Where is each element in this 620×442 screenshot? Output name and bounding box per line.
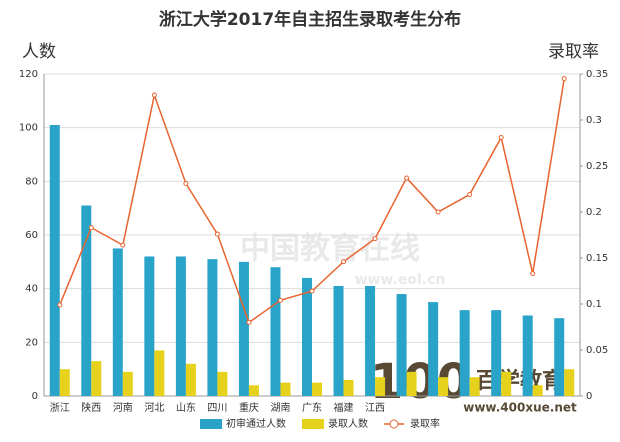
x-tick-label: 四川 [207, 403, 227, 414]
y2-tick-label: 0.1 [586, 299, 602, 310]
chart-title: 浙江大学2017年自主招生录取考生分布 [159, 9, 461, 30]
bar [81, 205, 92, 396]
line-point [57, 302, 63, 308]
y2-tick-label: 0.3 [586, 115, 602, 126]
bar [501, 371, 512, 396]
legend-swatch [302, 419, 324, 429]
line-point [277, 297, 283, 303]
x-tick-label: 广东 [302, 401, 322, 414]
y2-tick-label: 0.25 [586, 161, 608, 172]
line-point [404, 175, 410, 181]
line-point [498, 134, 504, 140]
x-tick-label: 河南 [113, 401, 133, 414]
line-point [561, 76, 567, 82]
line-point [435, 209, 441, 215]
line-point [372, 236, 378, 242]
legend-label: 录取率 [410, 417, 440, 430]
bar [144, 256, 155, 396]
watermark: 100 [370, 354, 470, 410]
watermark: www.eol.cn [355, 272, 446, 288]
y2-tick-label: 0.05 [586, 345, 608, 356]
line-point [183, 180, 189, 186]
bar [91, 361, 102, 396]
bar [270, 267, 281, 396]
bar [459, 310, 470, 396]
bar [333, 285, 344, 396]
y-tick-label: 100 [19, 123, 38, 134]
y-tick-label: 80 [25, 176, 38, 187]
bar [302, 277, 312, 396]
bar [532, 385, 543, 396]
bar [122, 371, 133, 396]
y-tick-label: 40 [25, 284, 38, 295]
legend-label: 初审通过人数 [226, 417, 286, 430]
x-tick-label: 福建 [334, 401, 354, 414]
bar [185, 363, 196, 396]
bar [175, 256, 186, 396]
x-tick-label: 河北 [144, 402, 164, 414]
bar [438, 377, 449, 396]
bar [154, 350, 165, 396]
bar [406, 371, 417, 396]
bar [564, 369, 575, 396]
line-point [88, 225, 94, 231]
bar [49, 124, 60, 396]
legend-swatch [389, 419, 399, 429]
bar [491, 310, 502, 396]
x-tick-label: 陕西 [81, 401, 101, 414]
line-point [467, 192, 473, 198]
y2-tick-label: 0.15 [586, 253, 608, 264]
watermark: 百学教育 [476, 368, 564, 394]
x-tick-label: 重庆 [239, 401, 259, 414]
line-point [530, 271, 536, 277]
bar [365, 285, 376, 396]
y-tick-label: 0 [32, 391, 38, 402]
legend-swatch [200, 419, 222, 429]
line-point [151, 92, 157, 98]
bar [238, 261, 249, 396]
watermark: 中国教育在线 [240, 232, 420, 267]
bar [343, 379, 354, 396]
legend-label: 录取人数 [328, 417, 368, 430]
bar [312, 382, 322, 396]
y-axis-label: 人数 [22, 42, 56, 62]
y-tick-label: 20 [25, 337, 38, 348]
y2-tick-label: 0.35 [586, 69, 608, 80]
x-tick-label: 湖南 [270, 401, 290, 414]
bar [375, 377, 386, 396]
x-tick-label: 江西 [365, 402, 385, 414]
x-tick-label: 山东 [176, 401, 196, 414]
y2-tick-label: 0.2 [586, 207, 602, 218]
y2-tick-label: 0 [586, 391, 592, 402]
bar [554, 318, 565, 396]
line-point [341, 259, 347, 265]
bar [59, 369, 70, 396]
line-point [309, 288, 315, 294]
line-point [214, 231, 220, 237]
bar [217, 371, 228, 396]
bar [469, 377, 480, 396]
bar [280, 382, 291, 396]
y2-axis-label: 录取率 [548, 42, 599, 62]
bar [428, 302, 439, 396]
y-tick-label: 120 [19, 69, 38, 80]
line-point [120, 242, 126, 248]
bar [112, 248, 123, 396]
watermark: www.400xue.net [463, 401, 577, 415]
y-tick-label: 60 [25, 230, 38, 241]
bar [248, 385, 259, 396]
bar [207, 259, 218, 396]
bar [522, 315, 533, 396]
line-point [246, 319, 252, 325]
x-tick-label: 浙江 [50, 402, 70, 414]
bar [396, 294, 407, 396]
